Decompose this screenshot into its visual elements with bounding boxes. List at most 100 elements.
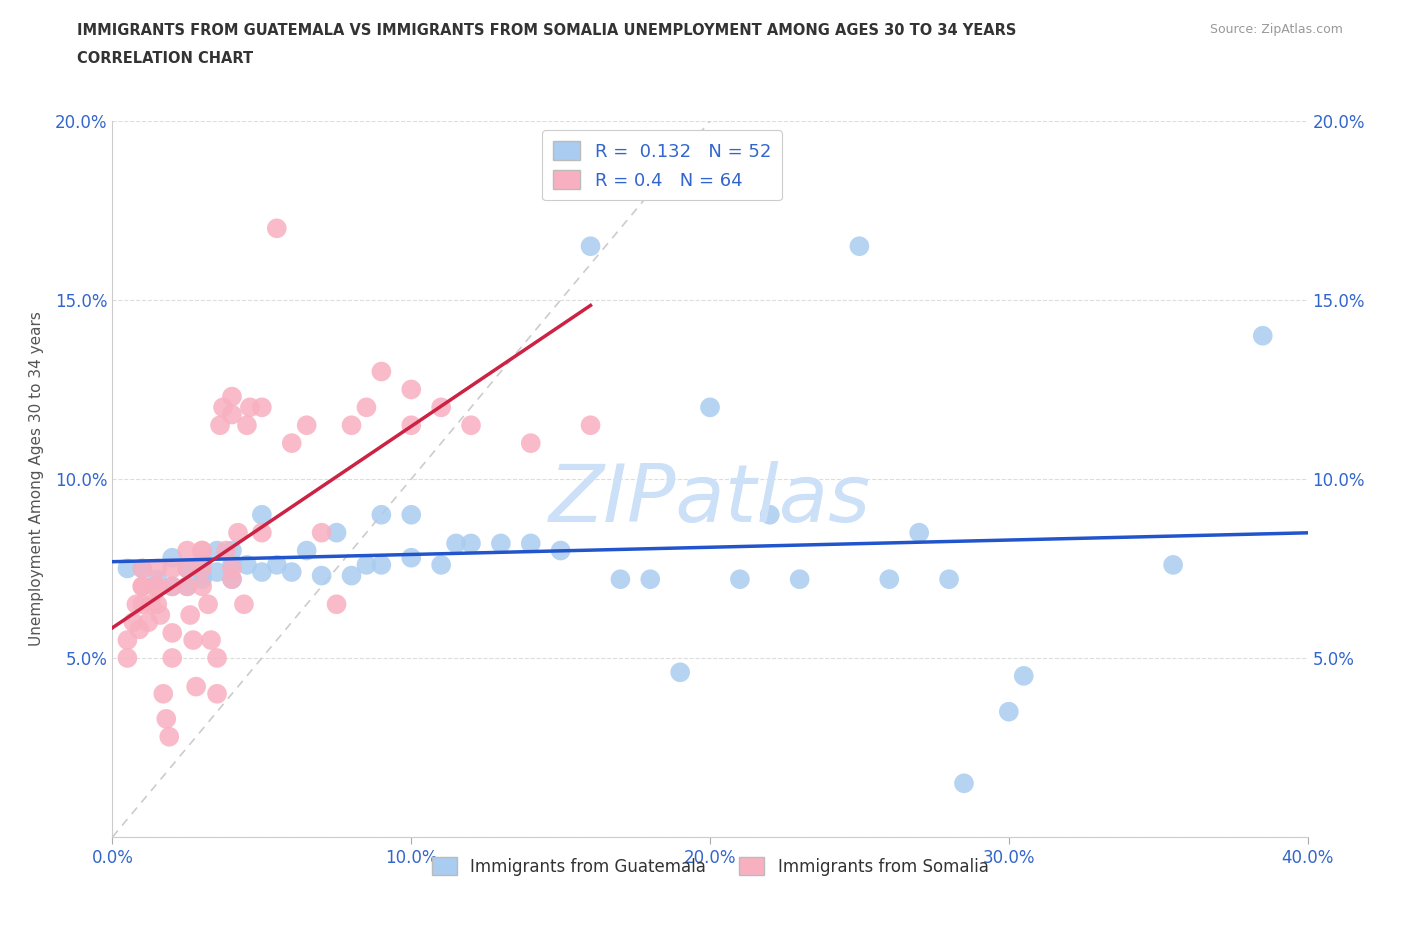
Point — [401, 508, 423, 523]
Point — [205, 686, 228, 701]
Point — [176, 561, 198, 576]
Point — [162, 651, 183, 666]
Point — [789, 572, 811, 587]
Point — [325, 597, 347, 612]
Point — [200, 632, 222, 647]
Point — [197, 597, 219, 612]
Point — [149, 607, 172, 622]
Point — [250, 508, 273, 523]
Point — [191, 578, 214, 594]
Point — [236, 557, 259, 572]
Point — [520, 435, 543, 451]
Point — [233, 597, 256, 612]
Point — [879, 572, 901, 587]
Point — [179, 607, 201, 622]
Point — [281, 565, 304, 579]
Point — [146, 561, 169, 576]
Point — [370, 508, 392, 523]
Point — [176, 561, 198, 576]
Point — [191, 572, 214, 587]
Point — [370, 364, 392, 379]
Point — [1161, 557, 1184, 572]
Point — [848, 239, 870, 254]
Point — [401, 551, 423, 565]
Point — [162, 551, 183, 565]
Point — [295, 418, 318, 432]
Point — [938, 572, 960, 587]
Point — [401, 382, 423, 397]
Point — [444, 536, 467, 551]
Point — [953, 776, 976, 790]
Point — [191, 543, 214, 558]
Point — [176, 578, 198, 594]
Point — [250, 400, 273, 415]
Point — [311, 568, 333, 583]
Text: ZIPatlas: ZIPatlas — [548, 461, 872, 539]
Point — [157, 729, 180, 744]
Point — [125, 597, 148, 612]
Point — [181, 632, 204, 647]
Point — [340, 418, 363, 432]
Point — [205, 651, 228, 666]
Point — [138, 615, 160, 630]
Point — [221, 561, 243, 576]
Point — [117, 561, 139, 576]
Point — [162, 561, 183, 576]
Point — [579, 418, 602, 432]
Point — [908, 525, 931, 540]
Point — [311, 525, 333, 540]
Point — [152, 686, 174, 701]
Point — [221, 572, 243, 587]
Point — [205, 565, 228, 579]
Point — [550, 543, 572, 558]
Point — [221, 407, 243, 422]
Point — [155, 711, 177, 726]
Point — [162, 578, 183, 594]
Point — [609, 572, 631, 587]
Point — [239, 400, 262, 415]
Point — [460, 536, 482, 551]
Point — [1251, 328, 1274, 343]
Point — [266, 557, 288, 572]
Point — [699, 400, 721, 415]
Point — [162, 626, 183, 641]
Point — [250, 565, 273, 579]
Point — [131, 561, 153, 576]
Point — [226, 525, 249, 540]
Point — [146, 597, 169, 612]
Point — [295, 543, 318, 558]
Point — [162, 578, 183, 594]
Point — [122, 615, 145, 630]
Text: CORRELATION CHART: CORRELATION CHART — [77, 51, 253, 66]
Point — [728, 572, 751, 587]
Point — [1012, 669, 1035, 684]
Point — [430, 400, 453, 415]
Point — [370, 557, 392, 572]
Point — [212, 400, 235, 415]
Point — [191, 543, 214, 558]
Point — [356, 400, 378, 415]
Point — [669, 665, 692, 680]
Point — [356, 557, 378, 572]
Point — [117, 651, 139, 666]
Point — [520, 536, 543, 551]
Point — [221, 572, 243, 587]
Point — [236, 418, 259, 432]
Point — [266, 220, 288, 235]
Text: IMMIGRANTS FROM GUATEMALA VS IMMIGRANTS FROM SOMALIA UNEMPLOYMENT AMONG AGES 30 : IMMIGRANTS FROM GUATEMALA VS IMMIGRANTS … — [77, 23, 1017, 38]
Point — [209, 418, 232, 432]
Point — [191, 554, 214, 569]
Point — [998, 704, 1021, 719]
Point — [281, 435, 304, 451]
Point — [250, 525, 273, 540]
Point — [489, 536, 512, 551]
Text: Source: ZipAtlas.com: Source: ZipAtlas.com — [1209, 23, 1343, 36]
Point — [191, 568, 214, 583]
Point — [176, 578, 198, 594]
Point — [221, 389, 243, 404]
Point — [460, 418, 482, 432]
Point — [128, 622, 150, 637]
Point — [143, 578, 166, 594]
Point — [131, 578, 153, 594]
Point — [131, 578, 153, 594]
